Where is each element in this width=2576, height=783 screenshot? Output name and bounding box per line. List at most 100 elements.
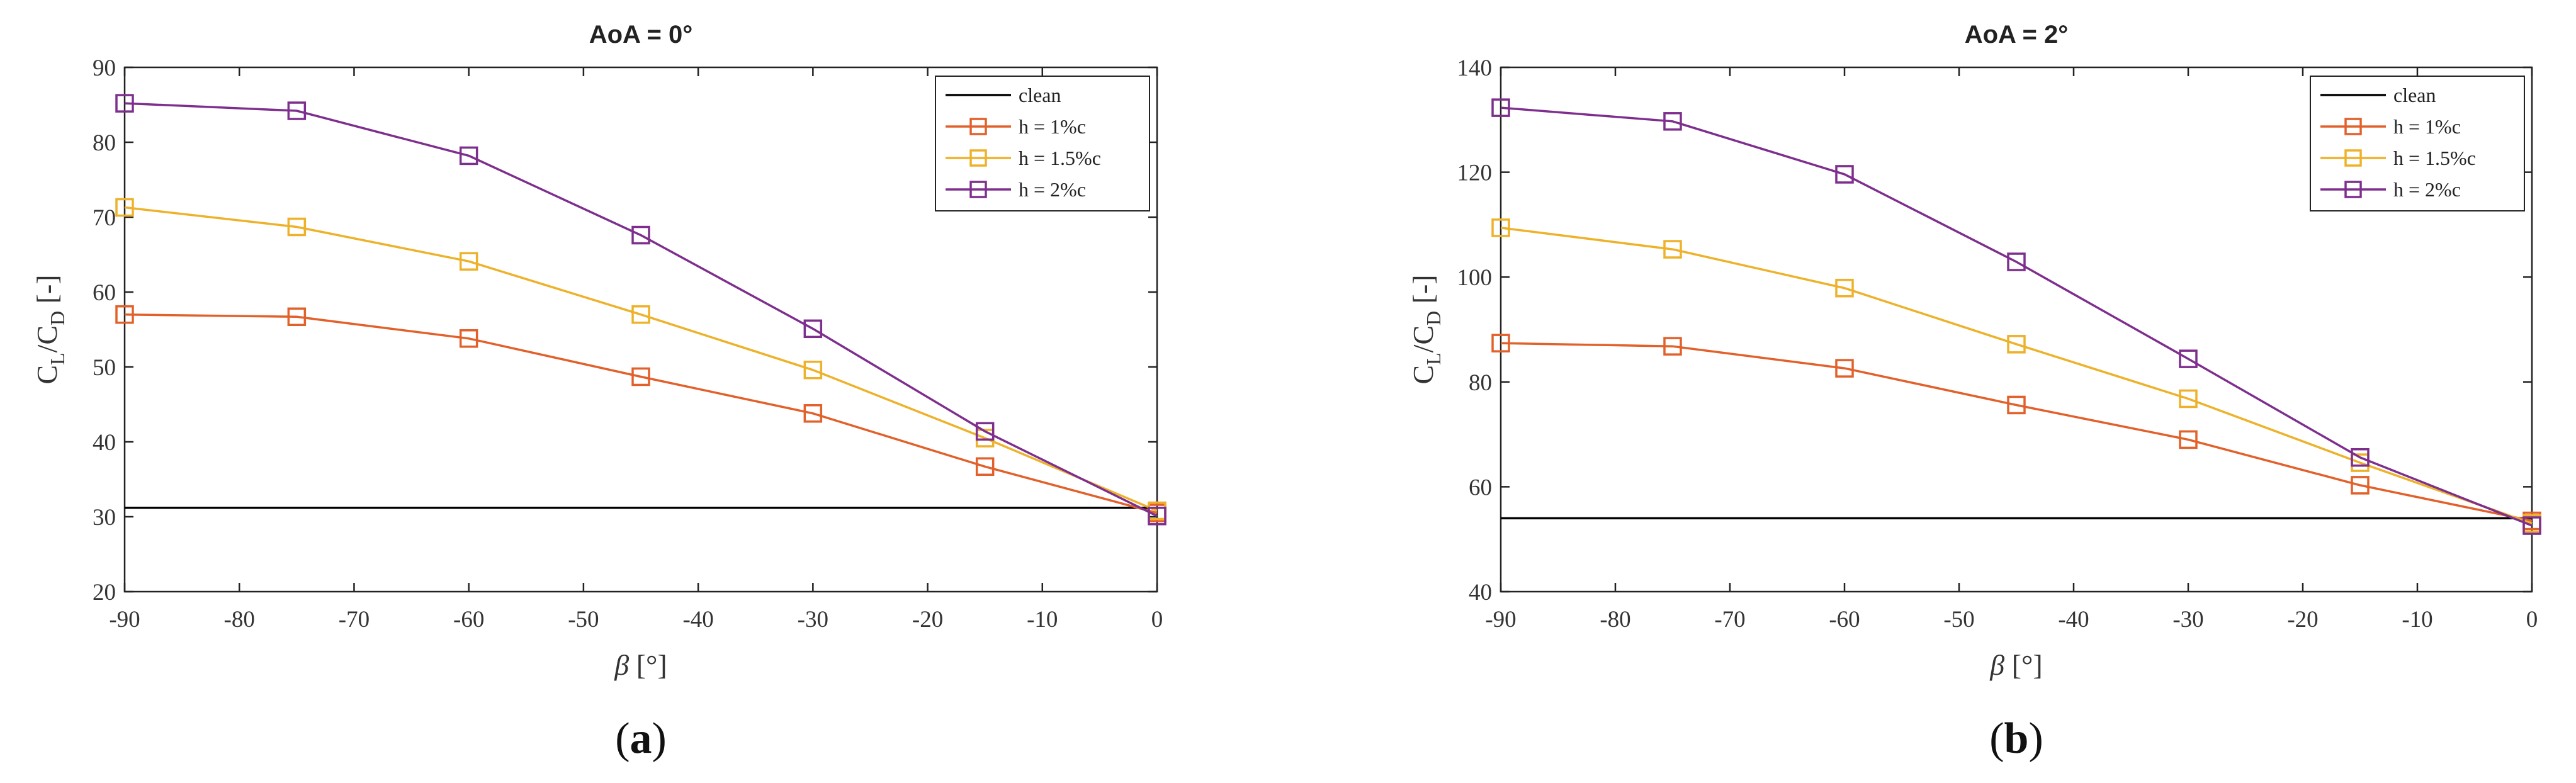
y-axis-slash: /C [31, 325, 63, 352]
data-point-marker [115, 198, 134, 217]
data-point-marker [459, 252, 478, 271]
data-point-marker [459, 146, 478, 166]
data-point-marker [287, 307, 307, 327]
y-tick-label: 20 [93, 580, 116, 606]
series-h-2-c [1491, 98, 2541, 535]
data-point-marker [803, 404, 823, 423]
legend-item: clean [2320, 84, 2436, 106]
legend-item: h = 2%c [2320, 178, 2461, 201]
x-tick-label: -40 [682, 607, 713, 633]
x-tick-label: -20 [2287, 607, 2318, 633]
legend-label: clean [2393, 84, 2436, 106]
y-axis-sub-d: D [1422, 311, 1445, 325]
data-point-marker [1491, 218, 1510, 237]
legend-marker [969, 118, 987, 135]
y-axis-sub-d: D [46, 311, 69, 325]
series-line [124, 206, 1158, 512]
panel-letter: a [630, 714, 652, 763]
x-tick-label: -10 [1027, 607, 1058, 633]
axes-box [123, 66, 1158, 593]
legend-item: h = 2%c [946, 178, 1086, 201]
panel-open: ( [615, 714, 630, 763]
data-point-marker [459, 329, 478, 348]
x-axis-label: β [°] [614, 649, 667, 681]
y-axis-c1: C [1407, 365, 1439, 385]
legend-label: h = 1%c [1019, 115, 1086, 138]
series-h-2-c [115, 94, 1167, 526]
panel-label: (b) [1989, 714, 2043, 763]
data-point-marker [1663, 337, 1682, 356]
y-tick-label: 80 [1469, 370, 1492, 396]
legend-label: h = 2%c [2393, 178, 2461, 201]
data-point-marker [2179, 430, 2198, 449]
legend-label: h = 1.5%c [1019, 147, 1101, 169]
legend-label: h = 1.5%c [2393, 147, 2476, 169]
x-axis-symbol: β [1989, 649, 2004, 681]
y-axis-label: CL/CD [-] [31, 274, 69, 384]
data-point-marker [631, 367, 650, 386]
x-tick-label: -20 [912, 607, 943, 633]
series-line [124, 313, 1158, 514]
data-point-marker [287, 217, 307, 237]
panel-letter: b [2004, 714, 2029, 763]
x-tick-label: -90 [109, 607, 140, 633]
data-point-marker [1835, 165, 1854, 184]
data-point-marker [975, 457, 995, 476]
x-tick-label: -70 [339, 607, 370, 633]
x-axis-label: β [°] [1989, 649, 2042, 681]
legend: clean h = 1%c h = 1.5%c h = 2%c [2310, 76, 2525, 211]
y-axis-unit: [-] [1407, 274, 1439, 310]
y-tick-label: 60 [93, 280, 116, 306]
y-tick-label: 40 [93, 430, 116, 456]
data-point-marker [2179, 389, 2198, 408]
y-tick-label: 70 [93, 205, 116, 231]
x-tick-label: -50 [1943, 607, 1974, 633]
x-axis-symbol: β [614, 649, 629, 681]
series-h-1-5-c [115, 198, 1167, 521]
legend-marker [969, 181, 987, 198]
legend-label: clean [1019, 84, 1061, 106]
data-point-marker [1663, 112, 1682, 131]
chart-title: AoA = 0° [589, 21, 693, 48]
y-tick-label: 100 [1457, 265, 1493, 291]
x-tick-label: 0 [2526, 607, 2538, 633]
y-tick-label: 40 [1469, 580, 1492, 606]
series-line [124, 102, 1158, 517]
legend-label: h = 1%c [2393, 115, 2461, 138]
data-point-marker [1491, 334, 1510, 352]
data-point-marker [1148, 507, 1167, 526]
legend-label: h = 2%c [1019, 178, 1086, 201]
x-tick-label: -80 [224, 607, 255, 633]
y-tick-label: 140 [1457, 55, 1493, 81]
chart-panel-2: AoA = 2° -90 -80 -70 -60 -50 -40 -30 -20 -10 0 40 60… [1407, 21, 2541, 763]
data-point-marker [1835, 278, 1854, 298]
x-tick-label: -60 [453, 607, 484, 633]
legend-item: h = 1.5%c [946, 147, 1101, 169]
x-tick-label: -30 [798, 607, 828, 633]
data-point-marker [287, 101, 307, 120]
series-line [1500, 342, 2533, 522]
x-tick-label: -90 [1485, 607, 1516, 633]
chart-panel-1: AoA = 0° -90 -80 -70 -60 -50 -40 -30 -20 -10 0 20 30… [31, 21, 1167, 763]
axes-box [1500, 66, 2533, 593]
data-point-marker [115, 94, 134, 113]
x-tick-label: -50 [568, 607, 599, 633]
data-point-marker [975, 422, 995, 441]
series-line [1500, 227, 2533, 525]
y-axis-slash: /C [1407, 325, 1439, 352]
x-tick-label: -40 [2058, 607, 2089, 633]
data-point-marker [2007, 252, 2026, 271]
data-point-marker [1663, 240, 1682, 259]
x-tick-label: 0 [1151, 607, 1163, 633]
x-tick-label: -80 [1600, 607, 1630, 633]
x-axis-unit: [°] [629, 649, 667, 681]
legend-marker [2344, 181, 2362, 198]
data-point-marker [1491, 98, 1510, 117]
legend-item: h = 1%c [2320, 115, 2461, 138]
chart-title: AoA = 2° [1965, 21, 2069, 48]
y-axis-label: CL/CD [-] [1407, 274, 1445, 384]
panel-label: (a) [615, 714, 667, 763]
panel-close: ) [2028, 714, 2043, 763]
x-axis-unit: [°] [2004, 649, 2043, 681]
